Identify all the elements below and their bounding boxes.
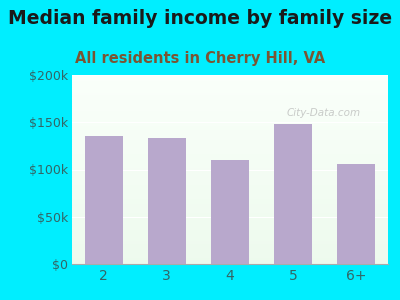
- Text: Median family income by family size: Median family income by family size: [8, 9, 392, 28]
- Bar: [72, 238, 388, 240]
- Bar: [72, 115, 388, 118]
- Bar: [72, 174, 388, 177]
- Bar: [72, 188, 388, 191]
- Bar: [72, 240, 388, 243]
- Bar: [72, 233, 388, 236]
- Bar: [72, 229, 388, 231]
- Bar: [72, 87, 388, 89]
- Bar: [72, 262, 388, 264]
- Bar: [72, 162, 388, 165]
- Text: City-Data.com: City-Data.com: [287, 108, 361, 118]
- Bar: [72, 77, 388, 80]
- Bar: [72, 179, 388, 181]
- Bar: [72, 110, 388, 113]
- Bar: [72, 193, 388, 196]
- Bar: [72, 151, 388, 153]
- Bar: [72, 155, 388, 158]
- Bar: [72, 169, 388, 172]
- Bar: [72, 186, 388, 188]
- Bar: [72, 92, 388, 94]
- Bar: [72, 118, 388, 120]
- Bar: [72, 120, 388, 122]
- Bar: [72, 80, 388, 82]
- Bar: [72, 99, 388, 101]
- Bar: [72, 198, 388, 200]
- Bar: [72, 250, 388, 252]
- Bar: [72, 236, 388, 238]
- Bar: [72, 252, 388, 254]
- Bar: [72, 148, 388, 151]
- Bar: [72, 259, 388, 262]
- Bar: [72, 172, 388, 174]
- Bar: [72, 167, 388, 170]
- Bar: [72, 113, 388, 115]
- Bar: [72, 254, 388, 257]
- Bar: [72, 143, 388, 146]
- Bar: [72, 122, 388, 124]
- Bar: [72, 200, 388, 203]
- Bar: [72, 129, 388, 132]
- Bar: [72, 160, 388, 162]
- Bar: [72, 132, 388, 134]
- Bar: [72, 191, 388, 193]
- Bar: [72, 212, 388, 214]
- Bar: [72, 184, 388, 186]
- Bar: [72, 207, 388, 210]
- Bar: [72, 136, 388, 139]
- Bar: [72, 165, 388, 167]
- Bar: [72, 85, 388, 87]
- Bar: [72, 245, 388, 248]
- Bar: [72, 214, 388, 217]
- Bar: [72, 243, 388, 245]
- Bar: [72, 224, 388, 226]
- Bar: [72, 257, 388, 259]
- Bar: [72, 202, 388, 205]
- Bar: [72, 219, 388, 221]
- Bar: [72, 141, 388, 143]
- Bar: [72, 96, 388, 99]
- Bar: [338, 164, 375, 264]
- Bar: [72, 103, 388, 106]
- Bar: [72, 210, 388, 212]
- Bar: [72, 146, 388, 148]
- Bar: [72, 158, 388, 160]
- Bar: [148, 138, 186, 264]
- Bar: [72, 139, 388, 141]
- Bar: [85, 136, 122, 264]
- Bar: [72, 248, 388, 250]
- Bar: [72, 75, 388, 77]
- Bar: [72, 134, 388, 136]
- Bar: [72, 205, 388, 207]
- Bar: [72, 101, 388, 103]
- Bar: [72, 177, 388, 179]
- Bar: [72, 221, 388, 224]
- Bar: [72, 124, 388, 127]
- Bar: [72, 196, 388, 198]
- Bar: [72, 127, 388, 129]
- Bar: [72, 217, 388, 219]
- Bar: [72, 181, 388, 184]
- Bar: [211, 160, 249, 264]
- Bar: [72, 106, 388, 108]
- Bar: [72, 226, 388, 229]
- Bar: [72, 108, 388, 110]
- Bar: [72, 82, 388, 85]
- Text: All residents in Cherry Hill, VA: All residents in Cherry Hill, VA: [75, 51, 325, 66]
- Bar: [72, 153, 388, 155]
- Bar: [72, 89, 388, 92]
- Bar: [72, 94, 388, 96]
- Bar: [72, 231, 388, 233]
- Bar: [274, 124, 312, 264]
